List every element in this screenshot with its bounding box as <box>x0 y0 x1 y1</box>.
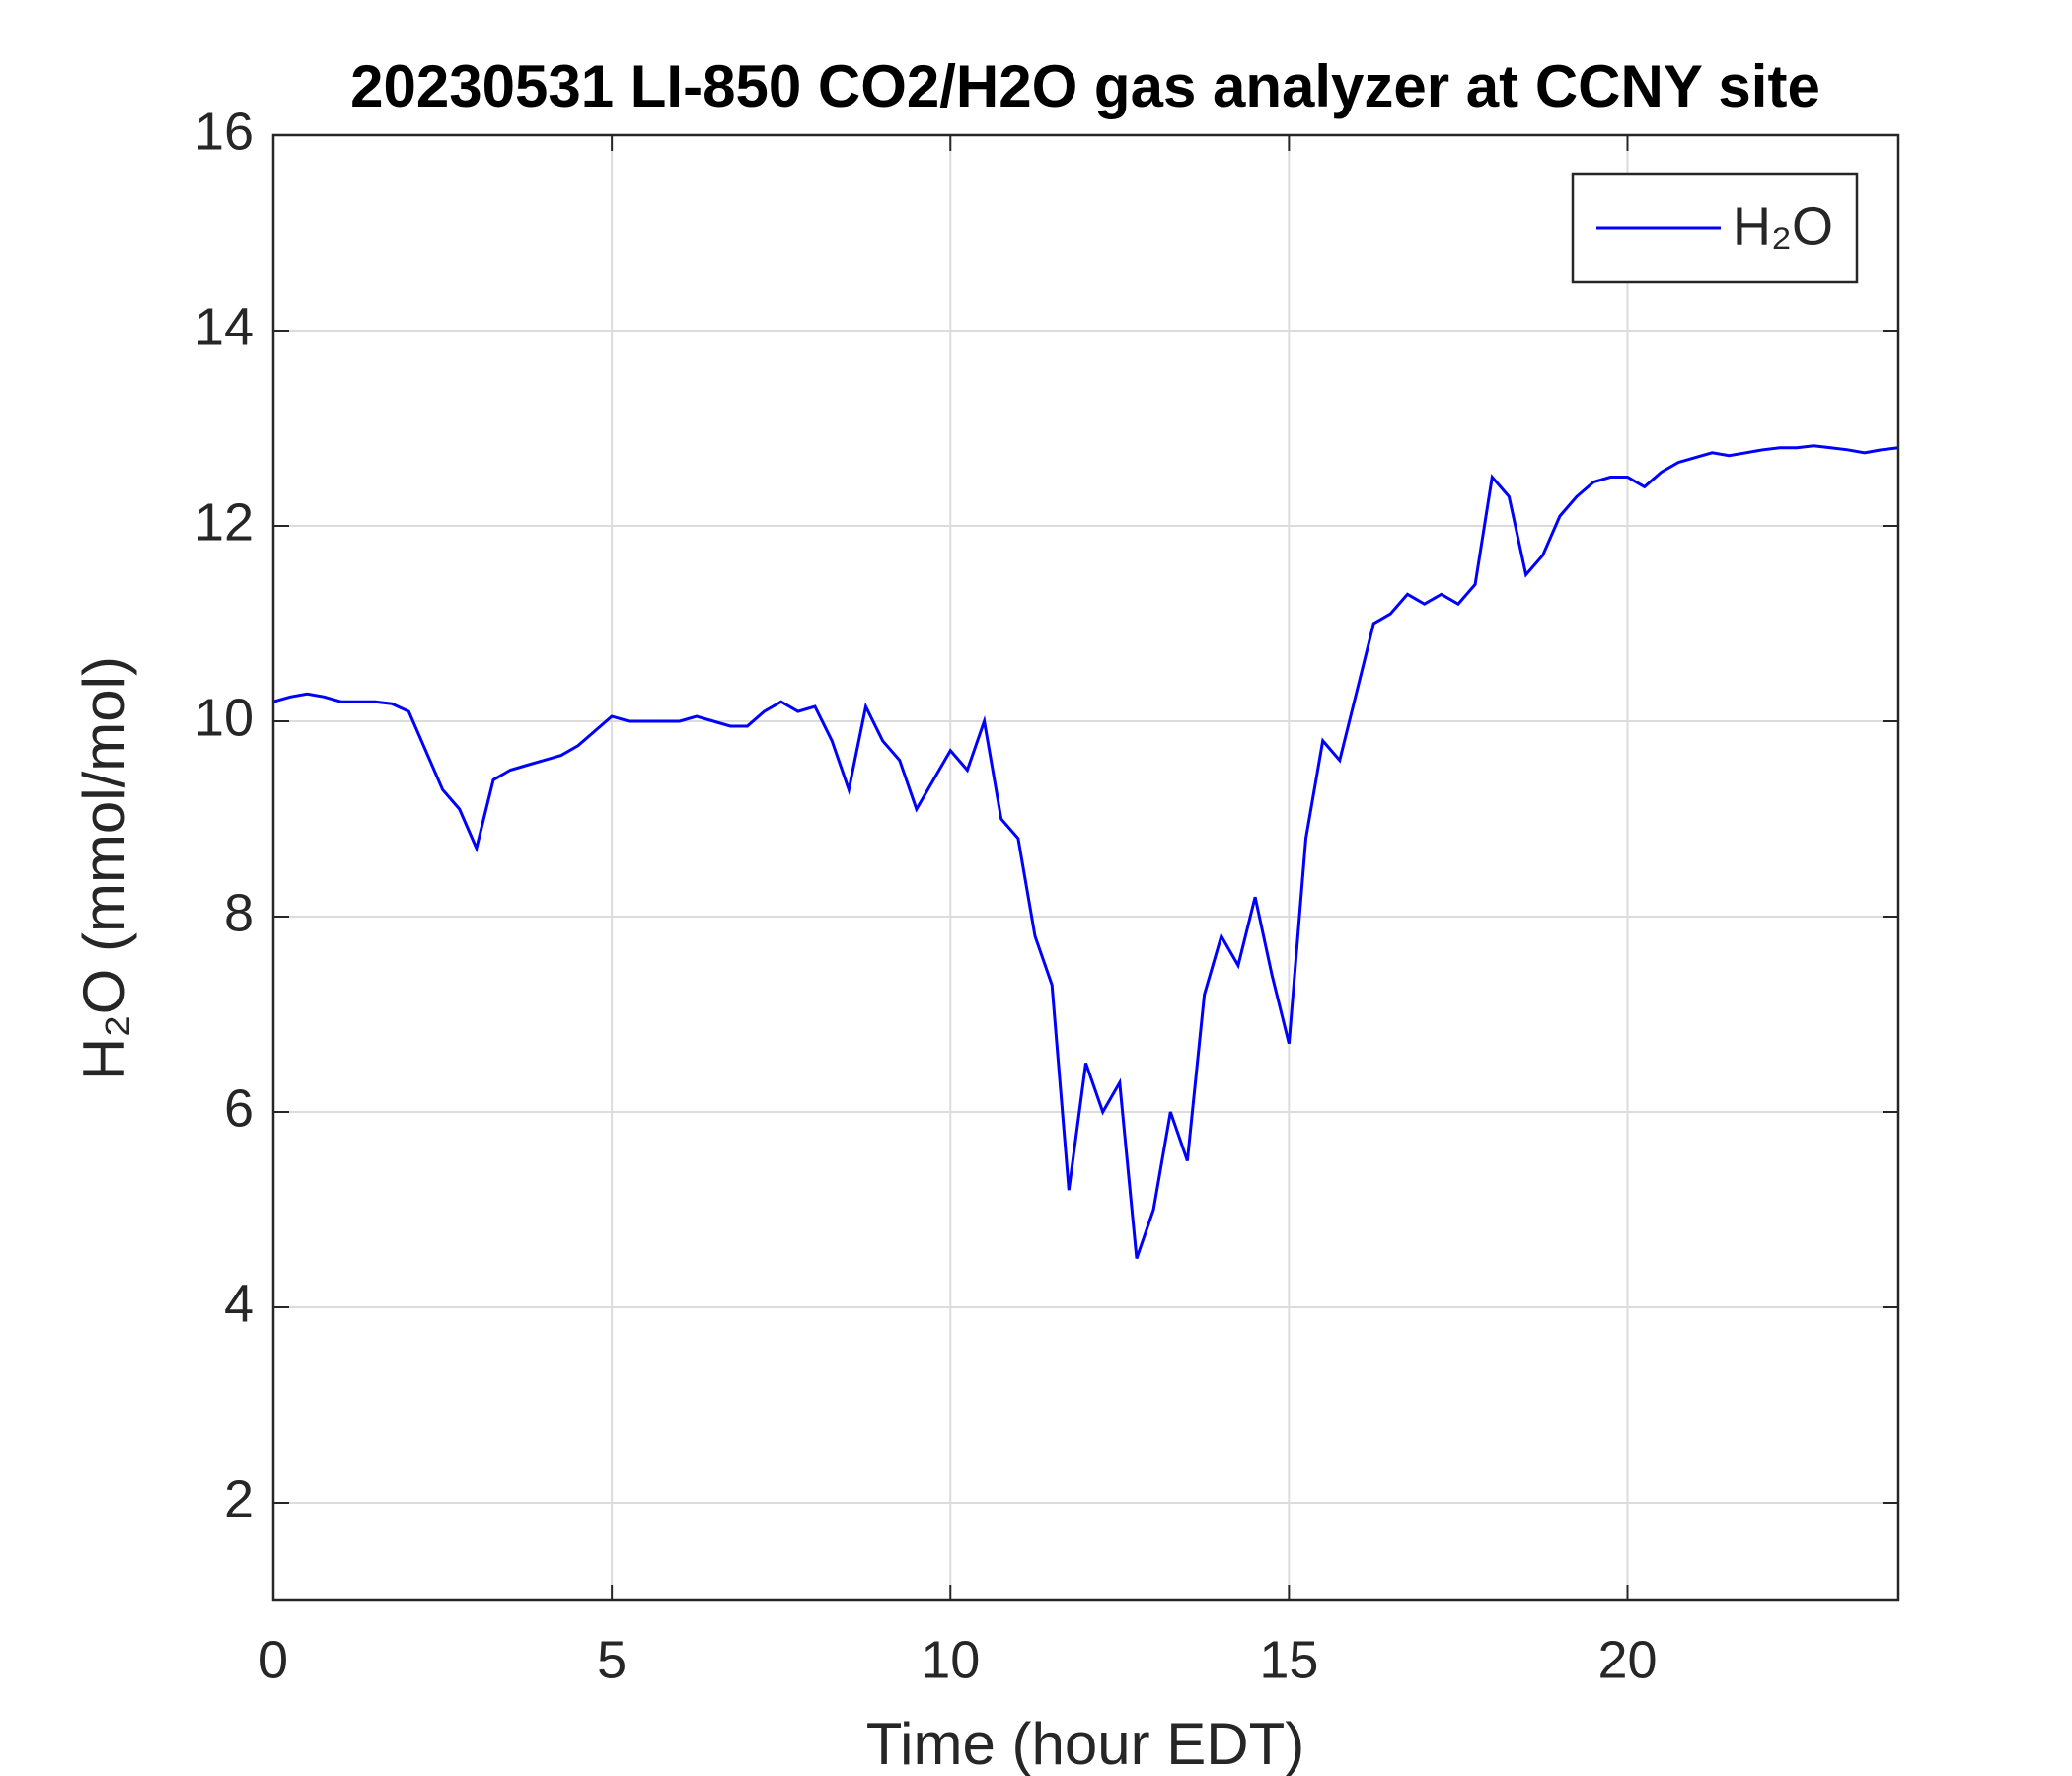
y-tick-label: 4 <box>224 1274 254 1333</box>
x-tick-label: 0 <box>259 1630 288 1689</box>
legend-label: H₂O <box>1733 196 1833 256</box>
y-tick-label: 8 <box>224 883 254 942</box>
y-tick-label: 6 <box>224 1078 254 1138</box>
data-line <box>272 444 1899 1259</box>
x-tick-label: 20 <box>1597 1630 1657 1689</box>
x-axis-label: Time (hour EDT) <box>866 1711 1305 1776</box>
x-tick-label: 15 <box>1259 1630 1318 1689</box>
x-tick-label: 10 <box>921 1630 980 1689</box>
chart-title: 20230531 LI-850 CO2/H2O gas analyzer at … <box>350 53 1820 119</box>
y-tick-label: 14 <box>194 297 254 356</box>
y-tick-label: 12 <box>194 492 254 552</box>
y-tick-label: 2 <box>224 1469 254 1528</box>
axes-box <box>271 133 1900 1602</box>
x-tick-label: 5 <box>597 1630 627 1689</box>
y-tick-label: 10 <box>194 688 254 747</box>
y-tick-label: 16 <box>194 102 254 161</box>
y-axis-label: H₂O (mmol/mol) <box>71 656 137 1080</box>
